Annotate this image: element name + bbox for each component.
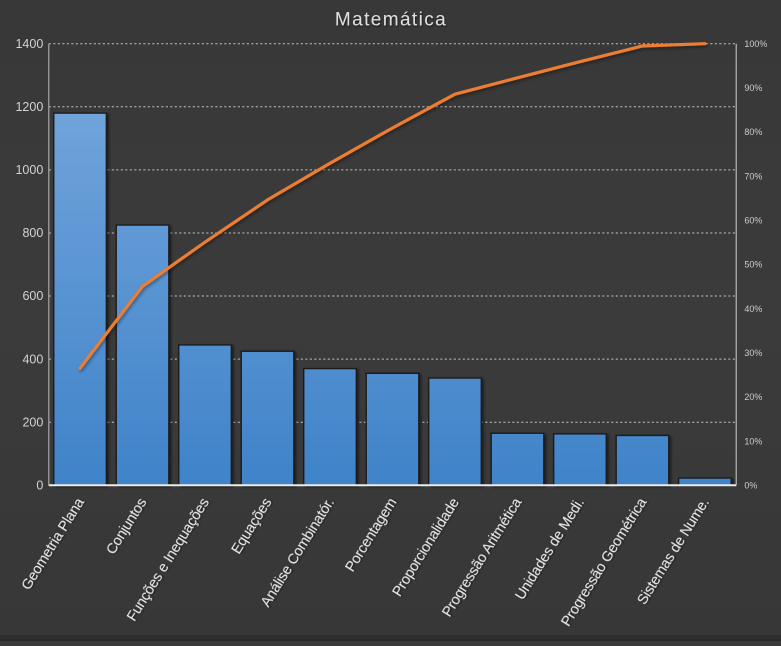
svg-text:800: 800 — [22, 226, 43, 240]
svg-text:20%: 20% — [744, 392, 762, 402]
svg-text:1000: 1000 — [15, 163, 43, 177]
svg-text:100%: 100% — [744, 39, 767, 49]
svg-text:30%: 30% — [744, 348, 762, 358]
svg-text:10%: 10% — [744, 436, 762, 446]
svg-text:60%: 60% — [744, 216, 762, 226]
svg-text:1200: 1200 — [15, 100, 43, 114]
svg-text:200: 200 — [22, 415, 43, 429]
svg-text:Matemática: Matemática — [335, 10, 447, 31]
svg-text:0%: 0% — [744, 481, 757, 491]
svg-text:0: 0 — [36, 479, 43, 493]
svg-text:70%: 70% — [744, 171, 762, 181]
svg-text:1400: 1400 — [15, 37, 43, 51]
svg-text:50%: 50% — [744, 260, 762, 270]
svg-text:80%: 80% — [744, 127, 762, 137]
svg-text:90%: 90% — [744, 83, 762, 93]
svg-text:400: 400 — [22, 352, 43, 366]
svg-text:600: 600 — [22, 289, 43, 303]
svg-text:40%: 40% — [744, 304, 762, 314]
